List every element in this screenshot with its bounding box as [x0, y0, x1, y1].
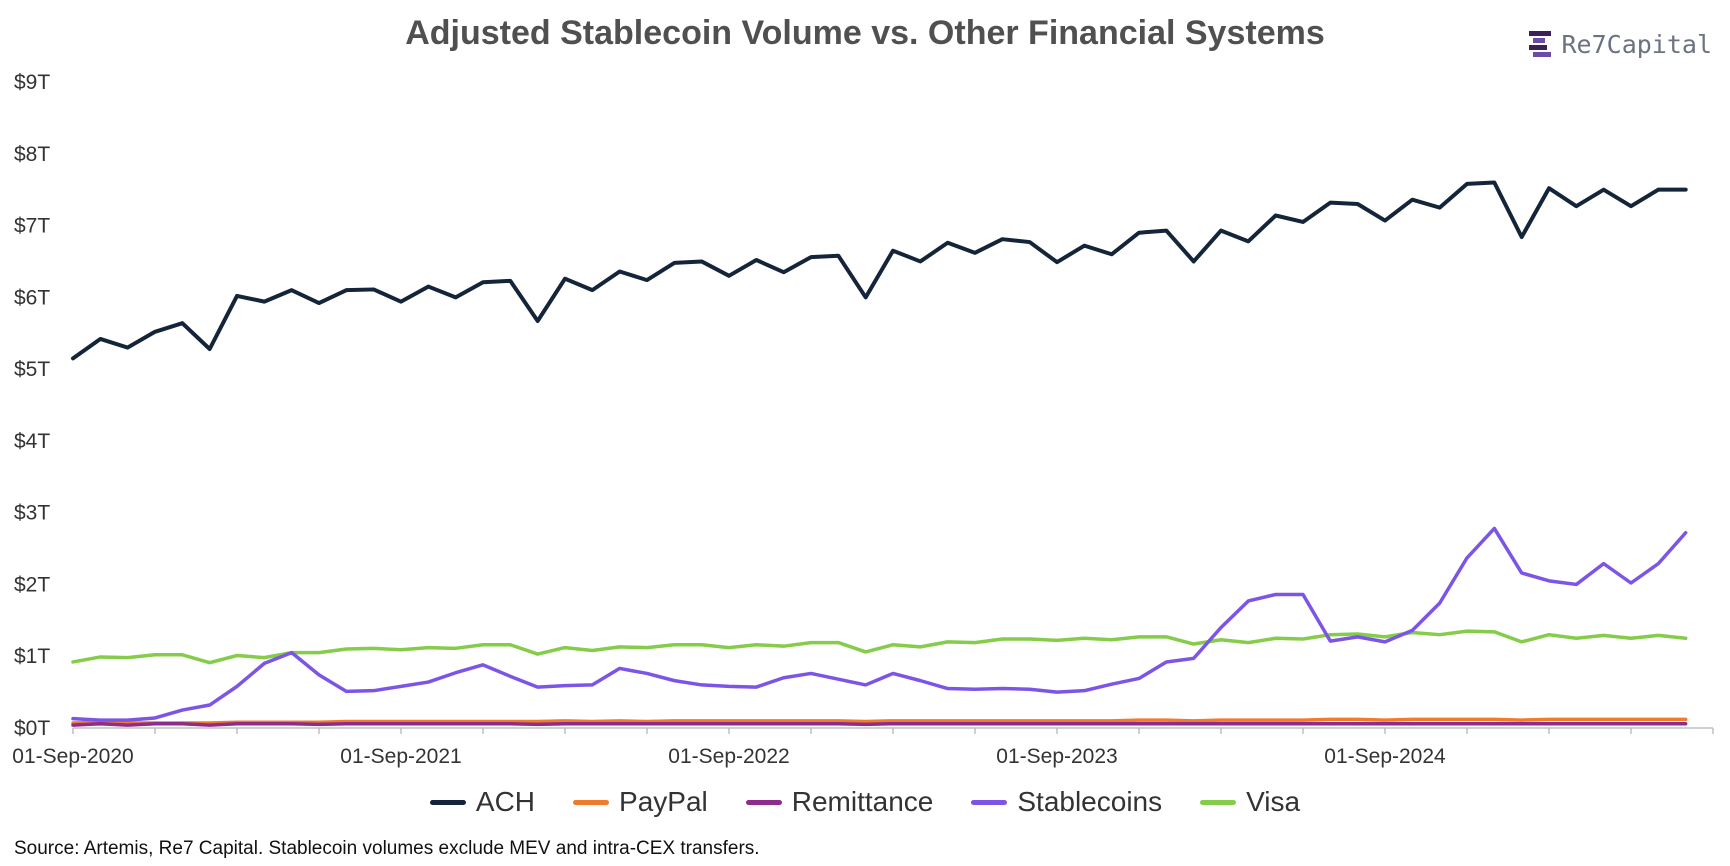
x-axis: 01-Sep-2020 01-Sep-2021 01-Sep-2022 01-Sep-… — [12, 727, 1714, 768]
x-tick-label: 01-Sep-2021 — [340, 745, 461, 768]
legend-item-remittance: Remittance — [745, 786, 934, 818]
legend-item-paypal: PayPal — [573, 786, 708, 818]
series-line-stablecoins — [71, 526, 1688, 722]
source-note: Source: Artemis, Re7 Capital. Stablecoin… — [14, 838, 760, 859]
brand-name: Re7Capital — [1561, 30, 1712, 59]
y-tick-label: $1T — [14, 645, 50, 668]
chart-title: Adjusted Stablecoin Volume vs. Other Fin… — [405, 14, 1325, 52]
legend-swatch — [429, 799, 466, 805]
legend-swatch — [971, 799, 1008, 805]
x-tick-label: 01-Sep-2022 — [668, 745, 789, 768]
series-line-remittance — [71, 721, 1688, 727]
re7-logo-icon — [1529, 30, 1552, 57]
legend-swatch — [1200, 799, 1237, 805]
chart-legend: ACH PayPal Remittance Stablecoins Visa — [0, 786, 1730, 818]
y-axis: $0T $1T $2T $3T $4T $5T $6T $7T $8T $9T — [14, 71, 50, 740]
series-lines — [71, 180, 1688, 727]
y-tick-label: $6T — [14, 286, 50, 309]
legend-label: Remittance — [791, 786, 934, 817]
y-tick-label: $2T — [14, 573, 50, 596]
y-tick-label: $4T — [14, 430, 50, 453]
legend-swatch — [745, 799, 782, 805]
legend-label: Stablecoins — [1017, 786, 1163, 817]
legend-label: PayPal — [619, 786, 708, 817]
y-tick-label: $8T — [14, 143, 50, 166]
x-tick-label: 01-Sep-2024 — [1324, 745, 1446, 768]
x-tick-label: 01-Sep-2020 — [12, 745, 133, 768]
brand-logo: Re7Capital — [1529, 30, 1712, 59]
y-tick-label: $0T — [14, 717, 50, 740]
series-line-visa — [71, 629, 1688, 665]
legend-label: ACH — [475, 786, 536, 817]
legend-item-visa: Visa — [1200, 786, 1300, 818]
y-tick-label: $9T — [14, 71, 50, 94]
legend-label: Visa — [1246, 786, 1301, 817]
y-tick-label: $5T — [14, 358, 50, 381]
legend-item-stablecoins: Stablecoins — [971, 786, 1162, 818]
line-chart: $0T $1T $2T $3T $4T $5T $6T $7T $8T $9T 01-Sep-20… — [12, 71, 1714, 768]
y-tick-label: $3T — [14, 502, 50, 525]
series-line-paypal — [71, 717, 1688, 725]
y-tick-label: $7T — [14, 215, 50, 238]
series-line-ach — [71, 180, 1688, 361]
legend-swatch — [573, 799, 610, 805]
legend-item-ach: ACH — [429, 786, 536, 818]
x-tick-label: 01-Sep-2023 — [996, 745, 1117, 768]
